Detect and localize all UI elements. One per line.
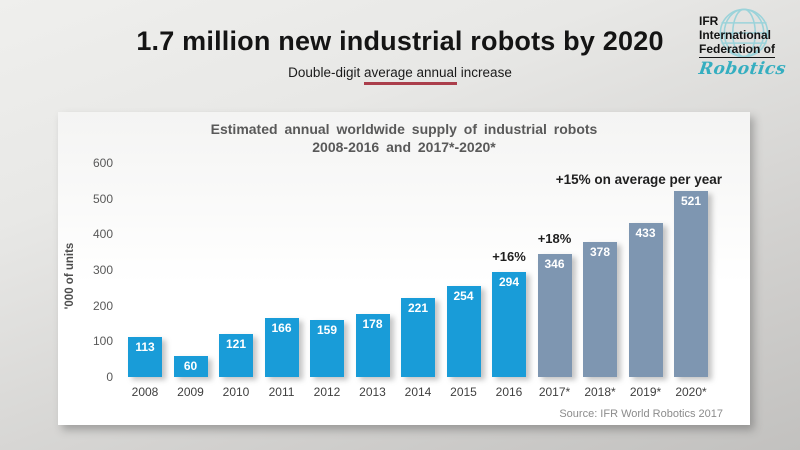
bar-2011: 166 bbox=[264, 318, 299, 377]
bar-2019*: 433 bbox=[628, 223, 663, 377]
bar-2014: 221 bbox=[401, 298, 435, 377]
x-label-2008: 2008 bbox=[131, 385, 159, 399]
bar-2009: 60 bbox=[173, 356, 208, 377]
bar-value-2014: 221 bbox=[407, 301, 429, 315]
bar-value-2012: 159 bbox=[316, 323, 338, 337]
x-label-2015: 2015 bbox=[450, 385, 477, 399]
logo-wordmark-robotics: Robotics bbox=[697, 59, 788, 80]
x-label-2010: 2010 bbox=[222, 385, 250, 399]
y-tick-500: 500 bbox=[92, 191, 113, 206]
bar-value-2017*: 346 bbox=[544, 257, 565, 271]
bar-value-2011: 166 bbox=[271, 321, 292, 335]
bar-2018*: 378 bbox=[583, 242, 617, 377]
logo-line-ifr: IFR bbox=[699, 14, 719, 28]
y-tick-100: 100 bbox=[92, 334, 113, 349]
y-tick-0: 0 bbox=[106, 370, 113, 384]
chart-panel: Estimated annual worldwide supply of ind… bbox=[58, 112, 750, 425]
bar-2008: 113 bbox=[128, 337, 162, 377]
ifr-logo: IFR International Federation of Robotics bbox=[697, 8, 788, 80]
annotation-0: +16% bbox=[492, 249, 526, 264]
bar-value-2008: 113 bbox=[135, 340, 155, 354]
x-label-2019*: 2019* bbox=[629, 385, 662, 399]
x-label-2020*: 2020* bbox=[675, 385, 707, 399]
annotation-1: +18% bbox=[537, 231, 572, 246]
y-tick-200: 200 bbox=[92, 298, 113, 313]
bar-value-2015: 254 bbox=[453, 289, 474, 303]
bar-2010: 121 bbox=[219, 334, 253, 377]
chart-title-line1: Estimated annual worldwide supply of ind… bbox=[210, 121, 598, 137]
x-label-2009: 2009 bbox=[177, 385, 204, 399]
bar-value-2010: 121 bbox=[225, 337, 247, 351]
chart-title: Estimated annual worldwide supply of ind… bbox=[58, 112, 750, 156]
bar-2016: 294 bbox=[492, 272, 526, 377]
slide-header: 1.7 million new industrial robots by 202… bbox=[0, 26, 800, 85]
x-label-2013: 2013 bbox=[359, 385, 386, 399]
bar-value-2009: 60 bbox=[183, 359, 198, 373]
y-tick-300: 300 bbox=[92, 263, 113, 277]
source-text: Source: IFR World Robotics 2017 bbox=[559, 408, 723, 420]
bar-2020*: 521 bbox=[674, 191, 708, 377]
page-title: 1.7 million new industrial robots by 202… bbox=[136, 26, 664, 56]
subtitle-prefix: Double-digit bbox=[288, 65, 364, 80]
x-label-2011: 2011 bbox=[268, 385, 295, 399]
y-tick-600: 600 bbox=[92, 156, 113, 170]
bar-2015: 254 bbox=[446, 286, 481, 377]
page-subtitle: Double-digit average annual increase bbox=[0, 65, 800, 85]
bar-2013: 178 bbox=[355, 314, 390, 377]
globe-icon bbox=[719, 8, 769, 58]
x-label-2017*: 2017* bbox=[538, 385, 571, 399]
x-label-2014: 2014 bbox=[404, 385, 432, 399]
bar-2017*: 346 bbox=[537, 254, 572, 377]
subtitle-suffix: increase bbox=[457, 65, 512, 80]
bar-value-2018*: 378 bbox=[589, 245, 611, 259]
chart-title-line2: 2008-2016 and 2017*-2020* bbox=[312, 138, 496, 155]
x-label-2016: 2016 bbox=[495, 385, 523, 399]
x-label-2018*: 2018* bbox=[584, 385, 616, 399]
bar-value-2020*: 521 bbox=[680, 194, 702, 208]
logo-line-international: International bbox=[699, 28, 772, 43]
bar-2012: 159 bbox=[310, 320, 344, 377]
bar-value-2016: 294 bbox=[498, 275, 520, 289]
bar-value-2019*: 433 bbox=[635, 226, 656, 240]
y-tick-400: 400 bbox=[92, 227, 113, 242]
x-label-2012: 2012 bbox=[313, 385, 341, 399]
bar-value-2013: 178 bbox=[362, 317, 383, 331]
subtitle-underlined-text: average annual bbox=[363, 65, 458, 85]
annotation-average-per-year: +15% on average per year bbox=[555, 172, 722, 187]
logo-line-federation: Federation of bbox=[699, 42, 776, 59]
